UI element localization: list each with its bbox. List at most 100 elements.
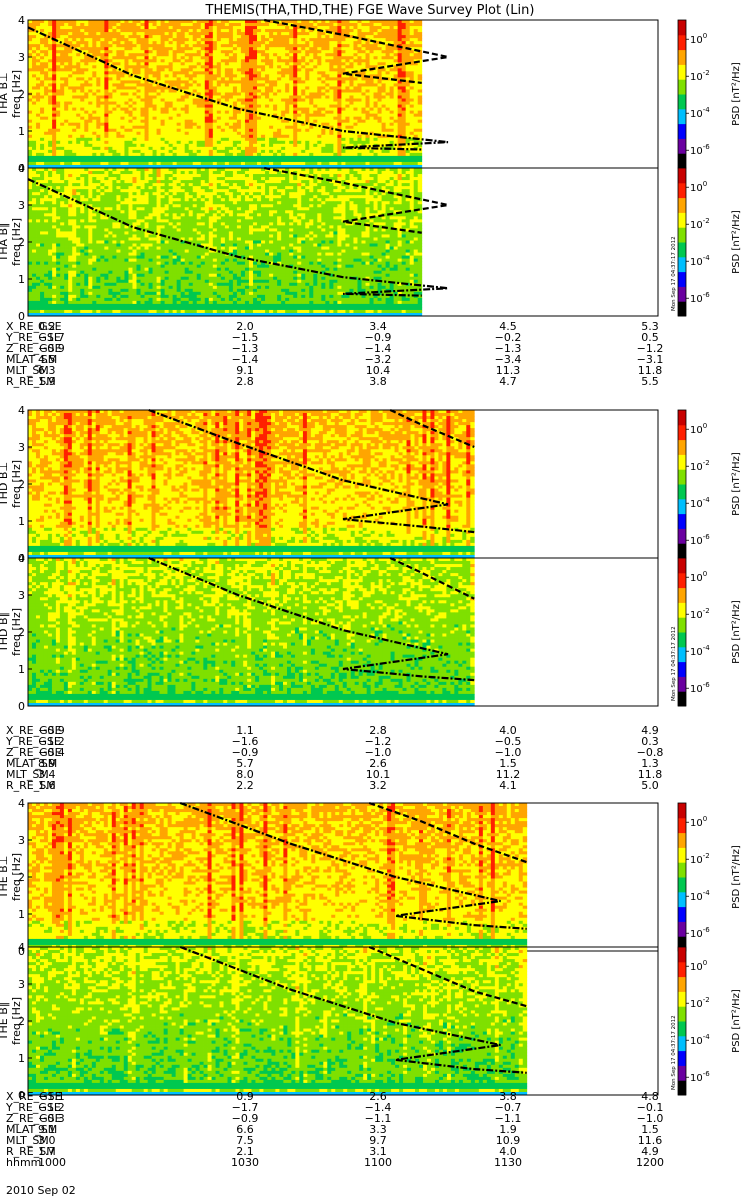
spectrogram-cell [44, 62, 48, 65]
spectrogram-cell [361, 77, 365, 80]
spectrogram-cell [261, 59, 265, 62]
spectrogram-cell [189, 38, 193, 41]
spectrogram-cell [301, 35, 305, 38]
spectrogram-cell [177, 159, 181, 162]
spectrogram-cell [36, 44, 40, 47]
spectrogram-cell [72, 89, 76, 92]
spectrogram-cell [382, 23, 386, 26]
spectrogram-cell [116, 135, 120, 138]
spectrogram-cell [374, 153, 378, 156]
spectrogram-cell [285, 20, 289, 23]
spectrogram-cell [253, 162, 257, 165]
spectrogram-cell [132, 156, 136, 159]
spectrogram-cell [52, 68, 56, 71]
spectrogram-cell [136, 117, 140, 120]
spectrogram-cell [317, 111, 321, 114]
spectrogram-cell [104, 150, 108, 153]
spectrogram-cell [357, 47, 361, 50]
spectrogram-cell [261, 23, 265, 26]
spectrogram-cell [313, 153, 317, 156]
spectrogram-cell [293, 135, 297, 138]
spectrogram-cell [104, 114, 108, 117]
spectrogram-cell [185, 32, 189, 35]
spectrogram-cell [237, 47, 241, 50]
spectrogram-cell [64, 162, 68, 165]
spectrogram-cell [329, 162, 333, 165]
spectrogram-cell [249, 141, 253, 144]
spectrogram-cell [197, 26, 201, 29]
spectrogram-cell [261, 117, 265, 120]
colorbar-segment [678, 35, 686, 50]
spectrogram-cell [201, 147, 205, 150]
spectrogram-cell [120, 32, 124, 35]
spectrogram-cell [100, 65, 104, 68]
spectrogram-cell [321, 159, 325, 162]
spectrogram-cell [193, 162, 197, 165]
spectrogram-cell [309, 23, 313, 26]
spectrogram-cell [237, 123, 241, 126]
spectrogram-cell [88, 86, 92, 89]
spectrogram-cell [305, 23, 309, 26]
spectrogram-cell [128, 105, 132, 108]
spectrogram-cell [116, 132, 120, 135]
spectrogram-cell [112, 138, 116, 141]
spectrogram-cell [141, 105, 145, 108]
spectrogram-cell [370, 111, 374, 114]
spectrogram-cell [418, 89, 422, 92]
spectrogram-cell [197, 44, 201, 47]
spectrogram-cell [221, 35, 225, 38]
spectrogram-cell [104, 138, 108, 141]
spectrogram-cell [48, 44, 52, 47]
spectrogram-cell [120, 138, 124, 141]
spectrogram-cell [345, 80, 349, 83]
spectrogram-cell [76, 86, 80, 89]
spectrogram-cell [341, 59, 345, 62]
spectrogram-cell [325, 168, 329, 171]
spectrogram-cell [361, 150, 365, 153]
spectrogram-cell [333, 162, 337, 165]
spectrogram-cell [285, 59, 289, 62]
spectrogram-cell [88, 32, 92, 35]
spectrogram-cell [217, 123, 221, 126]
spectrogram-cell [213, 105, 217, 108]
spectrogram-cell [141, 108, 145, 111]
spectrogram-cell [80, 41, 84, 44]
spectrogram-cell [333, 68, 337, 71]
spectrogram-cell [36, 83, 40, 86]
spectrogram-cell [80, 129, 84, 132]
spectrogram-cell [120, 26, 124, 29]
spectrogram-cell [40, 89, 44, 92]
spectrogram-cell [149, 147, 153, 150]
spectrogram-cell [398, 50, 402, 53]
spectrogram-cell [285, 153, 289, 156]
spectrogram-cell [185, 168, 189, 171]
spectrogram-cell [313, 147, 317, 150]
spectrogram-cell [60, 83, 64, 86]
spectrogram-cell [100, 117, 104, 120]
spectrogram-cell [285, 162, 289, 165]
spectrogram-cell [132, 44, 136, 47]
spectrogram-cell [281, 150, 285, 153]
spectrogram-cell [382, 96, 386, 99]
spectrogram-cell [112, 171, 116, 174]
spectrogram-cell [366, 47, 370, 50]
spectrogram-cell [386, 168, 390, 171]
spectrogram-cell [317, 114, 321, 117]
spectrogram-cell [197, 32, 201, 35]
spectrogram-cell [329, 111, 333, 114]
spectrogram-cell [217, 138, 221, 141]
spectrogram-cell [237, 83, 241, 86]
spectrogram-cell [229, 92, 233, 95]
spectrogram-cell [370, 105, 374, 108]
spectrogram-cell [60, 132, 64, 135]
spectrogram-cell [217, 80, 221, 83]
spectrogram-cell [116, 144, 120, 147]
spectrogram-cell [370, 138, 374, 141]
spectrogram-cell [177, 117, 181, 120]
spectrogram-cell [357, 108, 361, 111]
spectrogram-cell [104, 147, 108, 150]
spectrogram-cell [141, 168, 145, 171]
spectrogram-cell [225, 35, 229, 38]
spectrogram-cell [193, 117, 197, 120]
spectrogram-cell [44, 114, 48, 117]
